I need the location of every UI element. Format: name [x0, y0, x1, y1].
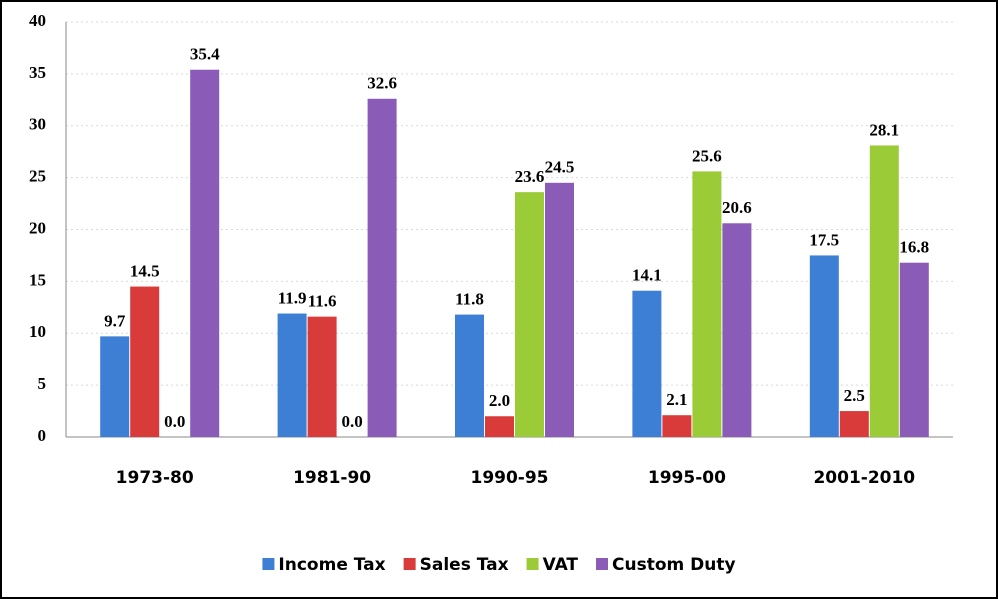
value-label: 2.5 — [844, 386, 865, 405]
bar — [130, 286, 160, 437]
y-tick-label: 15 — [29, 270, 46, 289]
bar — [545, 182, 574, 437]
bar — [515, 192, 544, 437]
bar — [632, 290, 662, 437]
legend-label: Income Tax — [278, 555, 385, 575]
value-label: 11.9 — [278, 288, 307, 307]
value-label: 20.6 — [722, 198, 752, 217]
value-label: 35.4 — [190, 45, 220, 64]
y-tick-label: 5 — [38, 374, 47, 393]
value-label: 23.6 — [515, 167, 545, 186]
bar — [455, 314, 484, 437]
y-tick-label: 35 — [29, 63, 46, 82]
legend-swatch — [403, 558, 416, 570]
value-label: 14.1 — [632, 266, 662, 285]
value-label: 17.5 — [809, 230, 839, 249]
bar — [722, 223, 752, 437]
bar — [485, 416, 514, 437]
bar — [307, 316, 337, 437]
x-tick-label: 1973-80 — [116, 468, 194, 488]
legend-label: VAT — [543, 555, 579, 575]
value-label: 16.8 — [899, 238, 929, 257]
value-label: 2.0 — [489, 391, 510, 410]
value-label: 14.5 — [130, 261, 160, 280]
value-label: 24.5 — [545, 158, 575, 177]
legend-swatch — [526, 558, 539, 570]
bar — [869, 145, 899, 437]
legend-swatch — [596, 558, 609, 570]
x-tick-label: 1995-00 — [648, 468, 726, 488]
y-tick-label: 25 — [29, 167, 46, 186]
y-tick-label: 10 — [29, 322, 46, 341]
bar — [839, 411, 869, 437]
bar — [367, 98, 397, 438]
bar — [692, 171, 722, 437]
value-label: 11.8 — [455, 289, 484, 308]
value-label: 11.6 — [308, 292, 337, 311]
value-label: 32.6 — [367, 74, 397, 93]
value-label: 28.1 — [869, 120, 899, 139]
x-tick-label: 2001-2010 — [813, 468, 915, 488]
y-tick-label: 30 — [29, 115, 46, 134]
legend-swatch — [262, 558, 275, 570]
bar — [809, 255, 839, 437]
legend-label: Custom Duty — [612, 555, 736, 575]
value-label: 0.0 — [341, 412, 362, 431]
y-tick-label: 0 — [38, 426, 47, 445]
bar — [899, 262, 929, 437]
x-tick-label: 1990-95 — [470, 468, 548, 488]
value-label: 2.1 — [666, 390, 687, 409]
y-tick-label: 20 — [29, 218, 46, 237]
legend-label: Sales Tax — [420, 555, 509, 575]
bar — [100, 336, 130, 437]
value-label: 9.7 — [104, 311, 126, 330]
y-tick-label: 40 — [29, 11, 46, 30]
bar — [190, 69, 220, 437]
bar — [277, 313, 307, 437]
bar — [662, 415, 692, 437]
x-tick-label: 1981-90 — [293, 468, 371, 488]
value-label: 0.0 — [164, 412, 185, 431]
value-label: 25.6 — [692, 146, 722, 165]
